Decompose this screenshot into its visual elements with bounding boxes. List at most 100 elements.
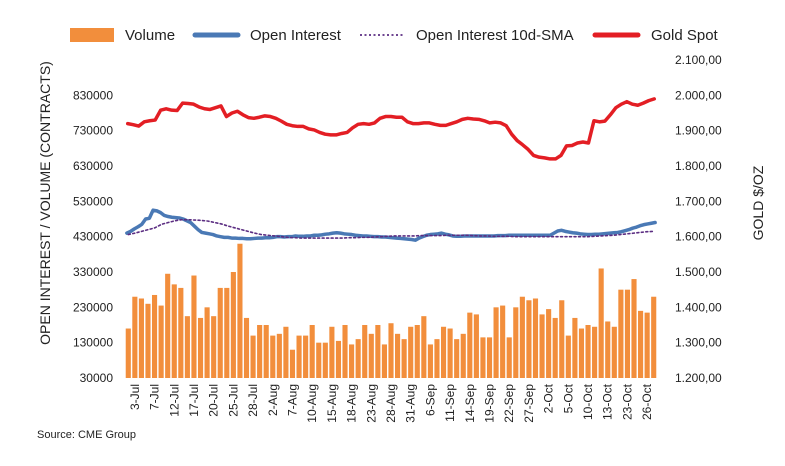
- x-tick-label: 5-Oct: [561, 383, 575, 413]
- open-interest-sma-line: [127, 218, 655, 239]
- volume-bar: [559, 300, 565, 378]
- volume-bar: [132, 296, 138, 378]
- y-left-tick-label: 530000: [73, 194, 113, 208]
- volume-bar: [546, 309, 552, 378]
- y-right-axis-title: GOLD $/OZ: [750, 165, 766, 240]
- volume-bar: [611, 326, 617, 378]
- x-axis-ticks: 3-Jul 7-Jul 12-Jul 17-Jul 20-Jul 25-Jul 28-Jul…: [128, 383, 654, 422]
- x-tick-label: 2-Aug: [266, 384, 280, 416]
- open-interest-line: [125, 208, 657, 242]
- volume-bar: [552, 317, 558, 378]
- y-left-tick-label: 330000: [73, 265, 113, 279]
- volume-bar: [592, 326, 598, 378]
- volume-bar: [165, 273, 171, 378]
- volume-bar: [565, 335, 571, 378]
- y-left-tick-label: 730000: [73, 124, 113, 138]
- x-tick-label: 25-Jul: [226, 384, 240, 417]
- x-tick-label: 2-Oct: [542, 383, 556, 413]
- volume-bar: [355, 339, 361, 378]
- volume-bar: [158, 305, 164, 378]
- x-tick-label: 14-Sep: [463, 384, 477, 423]
- volume-bar: [618, 289, 624, 378]
- volume-bar: [624, 289, 630, 378]
- legend: Volume Open Interest Open Interest 10d-S…: [70, 27, 719, 44]
- y-right-tick-label: 1.600,00: [675, 230, 722, 244]
- volume-bar: [296, 335, 302, 378]
- volume-bar: [427, 344, 433, 378]
- y-left-tick-label: 130000: [73, 336, 113, 350]
- y-left-tick-label: 430000: [73, 230, 113, 244]
- x-tick-label: 26-Oct: [640, 383, 654, 420]
- volume-bar: [138, 298, 144, 378]
- x-tick-label: 11-Sep: [443, 384, 457, 422]
- volume-bar: [460, 333, 466, 378]
- volume-bar: [440, 326, 447, 378]
- volume-bar: [289, 349, 296, 378]
- volume-bar: [191, 275, 197, 378]
- y-right-tick-label: 1.500,00: [675, 265, 722, 279]
- volume-bar: [578, 328, 585, 378]
- y-right-tick-label: 1.300,00: [675, 336, 722, 350]
- volume-bar: [211, 316, 217, 378]
- x-tick-label: 23-Aug: [364, 384, 378, 423]
- y-right-tick-label: 2.000,00: [675, 88, 722, 102]
- volume-bar: [532, 298, 539, 378]
- volume-bar: [638, 310, 644, 378]
- volume-bar: [237, 243, 243, 378]
- volume-bar: [381, 344, 387, 378]
- volume-bar: [125, 328, 131, 378]
- y-left-ticks: 30000 130000 230000 330000 430000 530000 63000…: [73, 88, 113, 385]
- volume-bar: [401, 339, 407, 378]
- x-tick-label: 3-Jul: [128, 384, 142, 410]
- source-label: Source: CME Group: [37, 429, 137, 441]
- volume-bar: [342, 325, 348, 378]
- volume-bar: [224, 287, 230, 378]
- y-right-tick-label: 1.400,00: [675, 300, 722, 314]
- volume-bar: [335, 340, 342, 378]
- volume-bar: [388, 323, 394, 378]
- legend-swatch-volume: [70, 28, 114, 42]
- y-right-tick-label: 1.700,00: [675, 194, 722, 208]
- volume-bar: [316, 342, 322, 378]
- volume-bar: [243, 317, 250, 378]
- y-left-tick-label: 830000: [73, 88, 113, 102]
- volume-bar: [526, 300, 532, 378]
- x-tick-label: 7-Aug: [285, 384, 299, 416]
- series-lines: [125, 97, 657, 242]
- x-tick-label: 15-Aug: [325, 384, 339, 423]
- x-tick-label: 27-Sep: [522, 384, 536, 423]
- x-tick-label: 6-Sep: [423, 384, 437, 416]
- volume-bar: [539, 314, 545, 378]
- volume-bar: [395, 333, 401, 378]
- volume-bar: [572, 317, 578, 378]
- volume-bar: [408, 326, 414, 378]
- volume-bars: [125, 243, 657, 378]
- y-left-tick-label: 630000: [73, 159, 113, 173]
- volume-bar: [454, 339, 460, 378]
- x-tick-label: 19-Sep: [483, 384, 497, 423]
- x-tick-label: 22-Sep: [502, 384, 516, 423]
- volume-bar: [151, 294, 158, 378]
- y-right-tick-label: 1.200,00: [675, 371, 722, 385]
- volume-bar: [178, 287, 184, 378]
- x-tick-label: 23-Oct: [620, 383, 634, 420]
- volume-bar: [270, 335, 276, 378]
- volume-bar: [493, 307, 499, 378]
- y-right-tick-label: 1.800,00: [675, 159, 722, 173]
- x-tick-label: 28-Jul: [246, 384, 260, 417]
- volume-bar: [605, 321, 611, 378]
- x-tick-label: 13-Oct: [601, 383, 615, 420]
- y-left-tick-label: 30000: [80, 371, 114, 385]
- volume-bar: [486, 337, 493, 378]
- legend-label-volume: Volume: [125, 27, 175, 44]
- volume-bar: [283, 326, 289, 378]
- volume-bar: [631, 279, 637, 378]
- volume-bar: [513, 307, 519, 378]
- volume-bar: [263, 325, 269, 378]
- x-tick-label: 10-Aug: [305, 384, 319, 423]
- volume-bar: [276, 333, 282, 378]
- x-tick-label: 12-Jul: [167, 384, 181, 417]
- legend-label-oi-sma: Open Interest 10d-SMA: [416, 27, 574, 44]
- x-tick-label: 28-Aug: [384, 384, 398, 423]
